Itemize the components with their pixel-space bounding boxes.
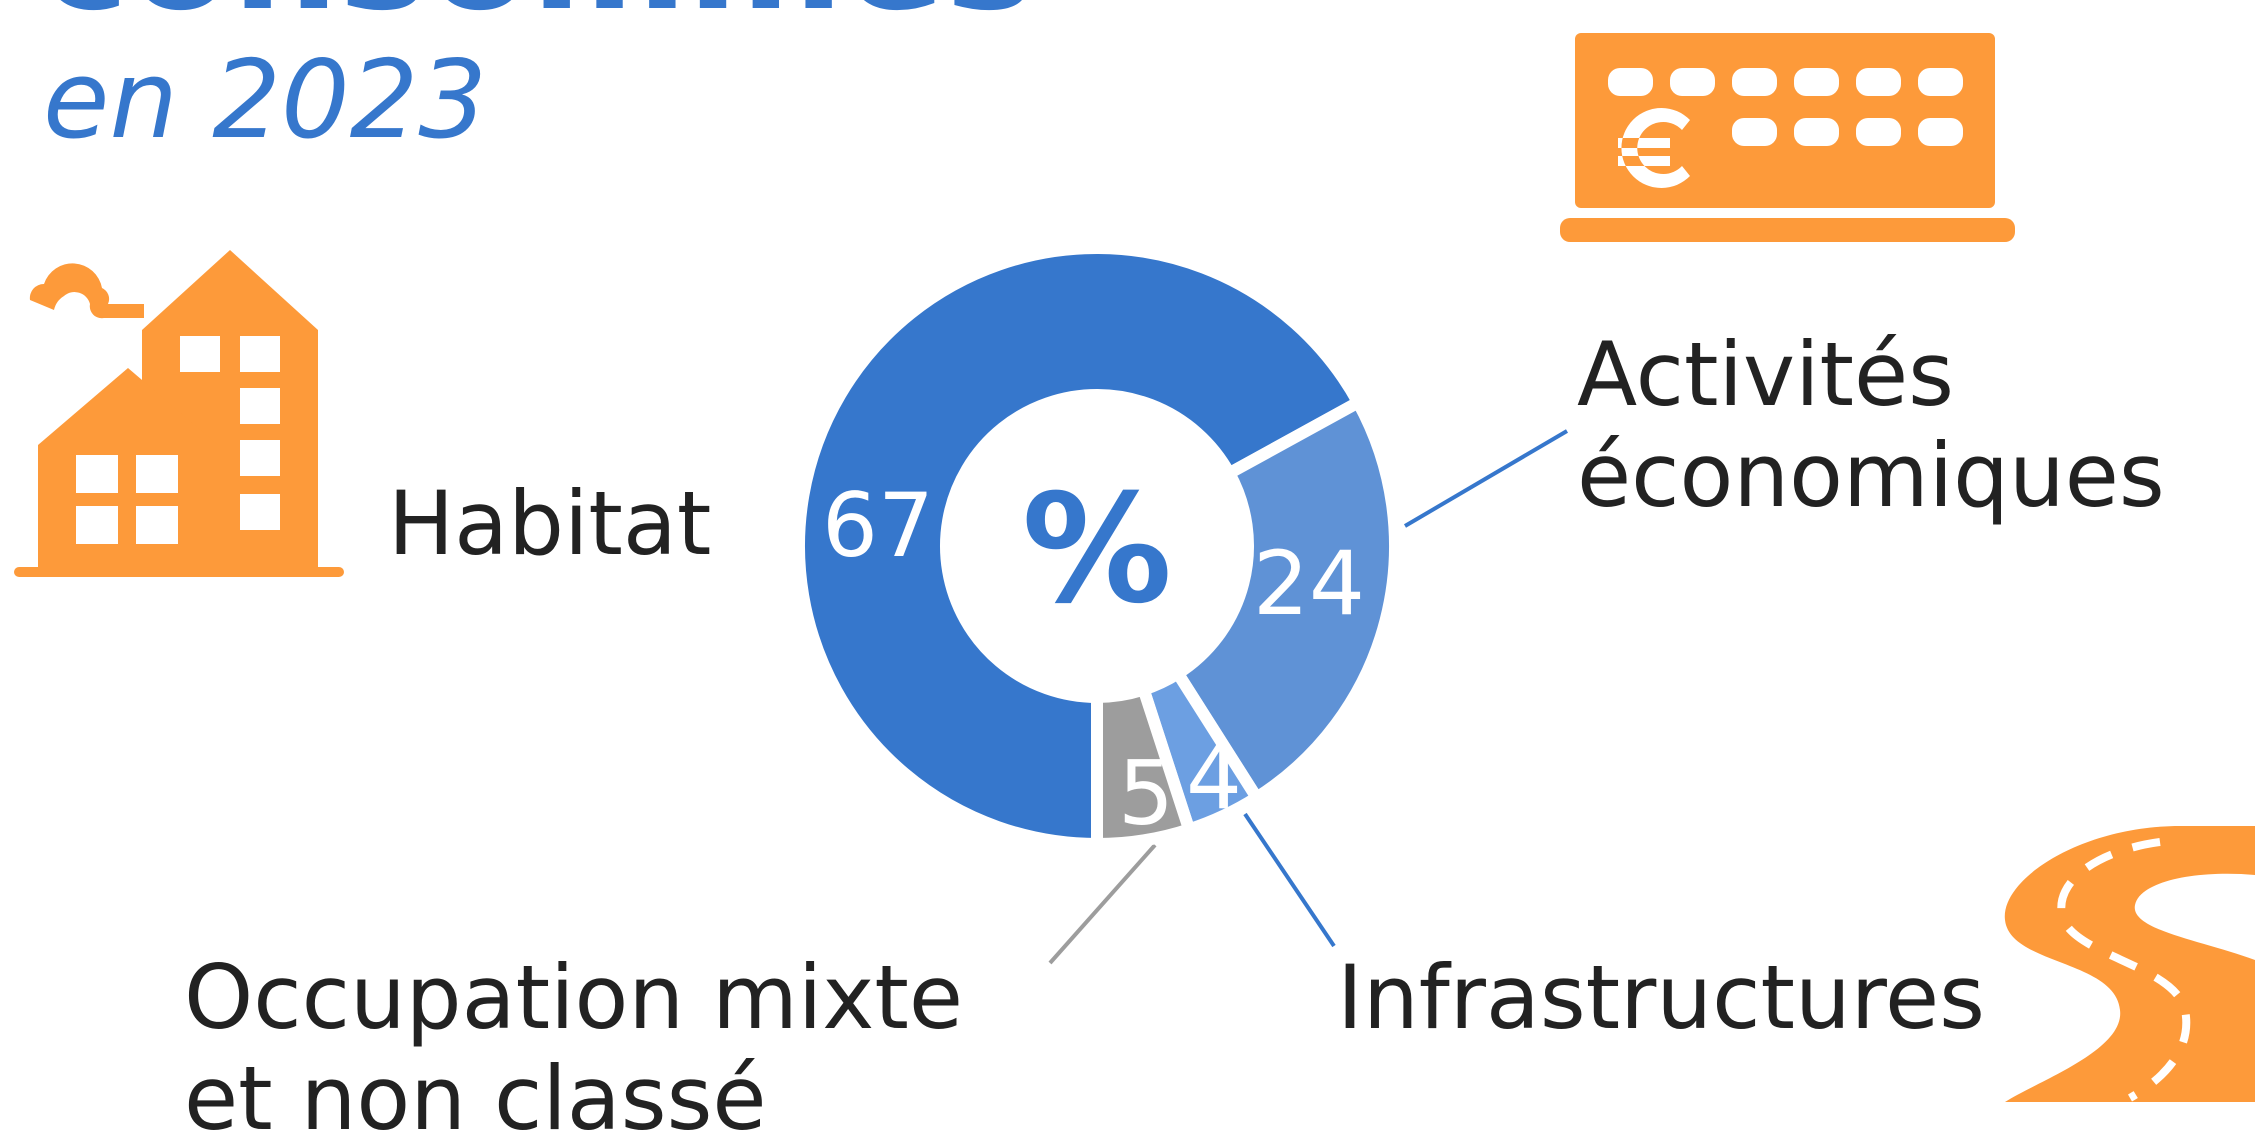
category-label: Occupation mixte et non classé — [184, 946, 963, 1143]
center-label: % — [1022, 463, 1172, 637]
donut-segment — [1091, 682, 1197, 851]
category-label: Infrastructures — [1337, 946, 1985, 1049]
label-line: Habitat — [388, 472, 711, 575]
donut-segment — [793, 242, 1367, 851]
leader-line — [1048, 843, 1157, 965]
value-label: 4 — [1186, 726, 1242, 829]
label-line: Occupation mixte — [184, 946, 963, 1049]
value-label: 67 — [822, 474, 934, 577]
category-label: Activités économiques — [1577, 323, 2165, 527]
habitat-icon — [14, 250, 344, 577]
category-label: Habitat — [388, 472, 711, 575]
infrastructures-icon — [2004, 826, 2255, 1102]
value-label: 24 — [1253, 532, 1365, 635]
label-line: et non classé — [184, 1047, 767, 1143]
chart-title: consommés — [40, 0, 1035, 44]
activites-icon — [1560, 33, 2015, 242]
label-line: Infrastructures — [1337, 946, 1985, 1049]
donut-segment — [1169, 394, 1401, 806]
value-label: 5 — [1118, 742, 1174, 845]
label-line: économiques — [1577, 424, 2165, 527]
label-line: Activités — [1577, 323, 1954, 426]
chart-subtitle: en 2023 — [43, 38, 487, 163]
leader-line — [1243, 812, 1336, 948]
leader-line — [1403, 429, 1569, 528]
